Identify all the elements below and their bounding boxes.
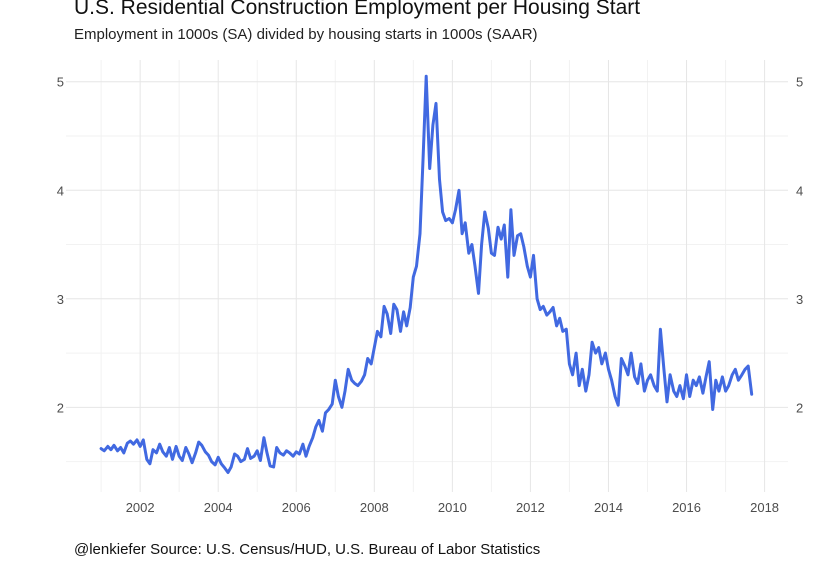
x-tick-label: 2014 [594, 500, 623, 515]
series-line [99, 74, 754, 474]
x-tick-label: 2008 [360, 500, 389, 515]
y-tick-label-left: 4 [57, 183, 64, 198]
x-tick-label: 2016 [672, 500, 701, 515]
x-tick-label: 2012 [516, 500, 545, 515]
chart-caption: @lenkiefer Source: U.S. Census/HUD, U.S.… [74, 541, 541, 558]
x-tick-label: 2006 [282, 500, 311, 515]
x-tick-label: 2010 [438, 500, 467, 515]
y-tick-label-right: 4 [796, 183, 803, 198]
x-tick-label: 2004 [204, 500, 233, 515]
y-tick-label-right: 2 [796, 400, 803, 415]
y-tick-label-left: 3 [57, 292, 64, 307]
series-lines [99, 74, 754, 474]
x-tick-label: 2002 [126, 500, 155, 515]
y-tick-label-right: 5 [796, 75, 803, 90]
chart-subtitle: Employment in 1000s (SA) divided by hous… [74, 26, 538, 43]
x-tick-label: 2018 [750, 500, 779, 515]
y-tick-label-left: 5 [57, 75, 64, 90]
tick-labels: 2002 2004 2006 2008 2010 2012 2014 2016 2018 2 2 3 3… [57, 75, 803, 515]
chart-title: U.S. Residential Construction Employment… [74, 0, 641, 19]
y-tick-label-right: 3 [796, 292, 803, 307]
y-tick-label-left: 2 [57, 400, 64, 415]
